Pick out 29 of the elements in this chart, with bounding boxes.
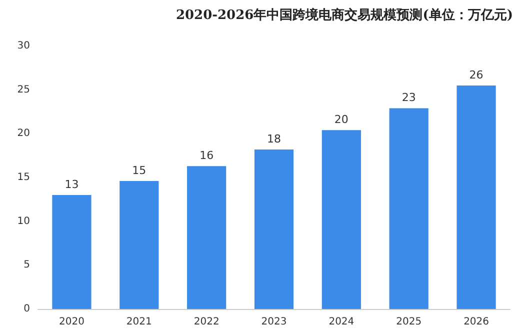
y-tick-label: 25 [17,84,30,96]
data-label: 16 [200,149,214,162]
x-tick-label: 2026 [464,316,490,328]
data-label: 23 [402,91,416,104]
data-label: 26 [469,68,484,82]
x-tick-label: 2023 [261,316,287,328]
x-tick-label: 2020 [58,316,84,328]
bar [389,108,428,309]
bar [322,130,361,309]
bar [120,181,159,309]
bar [187,166,226,309]
data-label: 20 [334,113,348,126]
y-tick-label: 0 [24,304,30,314]
data-label: 13 [64,178,79,192]
y-tick-label: 10 [17,216,30,227]
x-tick-label: 2021 [126,316,152,328]
y-tick-label: 30 [17,40,30,52]
data-label: 18 [267,132,281,146]
y-tick-label: 20 [17,128,30,140]
data-label: 15 [132,164,146,178]
y-tick-label: 5 [24,260,30,271]
y-tick-label: 15 [17,172,30,183]
chart-title: 2020-2026年中国跨境电商交易规模预测(单位：万亿元) [176,7,513,23]
x-tick-label: 2024 [328,316,354,328]
bar [52,195,92,309]
x-tick-label: 2025 [396,316,422,328]
x-tick-label: 2022 [194,316,220,328]
bar [456,85,496,309]
bar [254,149,294,309]
